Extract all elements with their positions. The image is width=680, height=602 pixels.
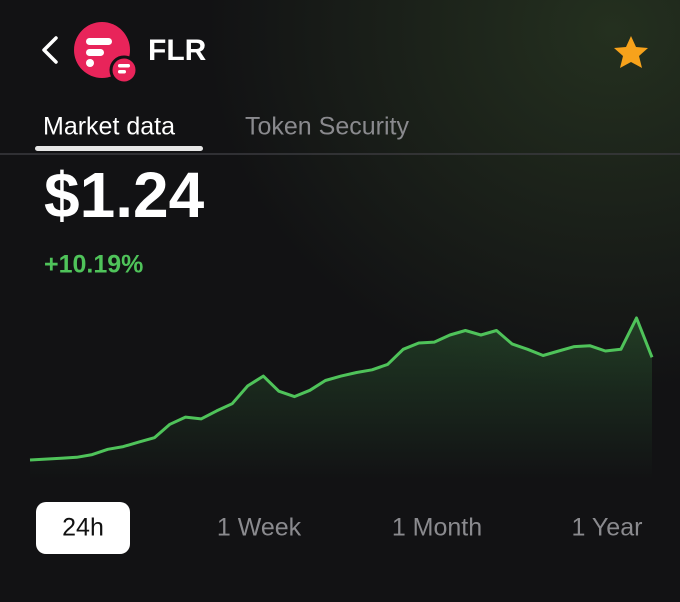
back-button[interactable] [42, 36, 58, 64]
range-button[interactable]: 1 Week [217, 514, 302, 542]
range-button[interactable]: 24h [62, 514, 104, 542]
tab-indicator [35, 146, 203, 151]
tab-market-data[interactable]: Market data [43, 113, 175, 141]
price-change: +10.19% [44, 251, 143, 279]
favorite-star[interactable] [614, 36, 648, 68]
range-button[interactable]: 1 Month [392, 514, 482, 542]
tab-token-security[interactable]: Token Security [245, 113, 409, 141]
range-24h-bg[interactable] [36, 502, 130, 554]
price-chart [29, 316, 654, 480]
price: $1.24 [44, 159, 205, 231]
token-icon [74, 22, 139, 85]
range-button[interactable]: 1 Year [572, 514, 643, 542]
area-fill [30, 318, 652, 480]
price-line [29, 316, 654, 462]
token-symbol: FLR [148, 34, 207, 67]
